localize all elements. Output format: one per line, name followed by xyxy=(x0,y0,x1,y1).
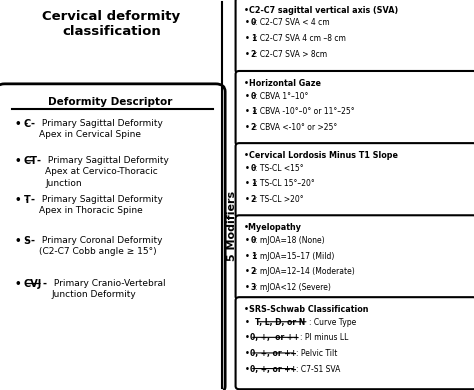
Text: •: • xyxy=(245,236,250,245)
Text: Primary Sagittal Deformity
Apex at Cervico-Thoracic
Junction: Primary Sagittal Deformity Apex at Cervi… xyxy=(45,156,169,188)
Text: •: • xyxy=(245,123,250,132)
Text: 0, +,  or ++: 0, +, or ++ xyxy=(250,333,299,342)
Text: •: • xyxy=(245,195,250,204)
Text: 0: 0 xyxy=(251,164,256,173)
Text: -: - xyxy=(30,119,34,129)
FancyBboxPatch shape xyxy=(236,71,474,145)
Text: •: • xyxy=(245,283,250,292)
Text: •Horizontal Gaze: •Horizontal Gaze xyxy=(244,79,321,88)
Text: : mJOA<12 (Severe): : mJOA<12 (Severe) xyxy=(255,283,331,292)
Text: 0, +, or ++: 0, +, or ++ xyxy=(250,349,297,358)
Text: C: C xyxy=(24,119,31,129)
Text: Cervical deformity
classification: Cervical deformity classification xyxy=(42,10,181,38)
Text: -: - xyxy=(43,279,47,289)
Text: 1: 1 xyxy=(251,107,256,116)
Text: -: - xyxy=(30,236,34,246)
Text: •SRS-Schwab Classification: •SRS-Schwab Classification xyxy=(244,305,369,314)
FancyBboxPatch shape xyxy=(236,143,474,218)
Text: Primary Sagittal Deformity
Apex in Cervical Spine: Primary Sagittal Deformity Apex in Cervi… xyxy=(38,119,163,139)
Text: •: • xyxy=(245,107,250,116)
Text: •C2-C7 sagittal vertical axis (SVA): •C2-C7 sagittal vertical axis (SVA) xyxy=(244,6,398,15)
Text: : C2-C7 SVA > 8cm: : C2-C7 SVA > 8cm xyxy=(255,50,328,58)
Text: CVJ: CVJ xyxy=(24,279,42,289)
Text: : CBVA -10°–0° or 11°–25°: : CBVA -10°–0° or 11°–25° xyxy=(255,107,355,116)
Text: •: • xyxy=(245,92,250,101)
Text: •: • xyxy=(14,279,21,289)
Text: : C7-S1 SVA: : C7-S1 SVA xyxy=(296,365,340,374)
Text: 0: 0 xyxy=(251,18,256,27)
Text: S: S xyxy=(24,236,31,246)
Text: Primary Sagittal Deformity
Apex in Thoracic Spine: Primary Sagittal Deformity Apex in Thora… xyxy=(38,195,163,215)
Text: •: • xyxy=(245,349,250,358)
Text: 1: 1 xyxy=(251,252,256,261)
Text: : C2-C7 SVA 4 cm –8 cm: : C2-C7 SVA 4 cm –8 cm xyxy=(255,34,346,43)
Text: : Pelvic Tilt: : Pelvic Tilt xyxy=(296,349,337,358)
Text: : TS-CL >20°: : TS-CL >20° xyxy=(255,195,304,204)
FancyBboxPatch shape xyxy=(236,0,474,73)
Text: 0: 0 xyxy=(251,92,256,101)
Text: Primary Coronal Deformity
(C2-C7 Cobb angle ≥ 15°): Primary Coronal Deformity (C2-C7 Cobb an… xyxy=(38,236,162,256)
Text: : Curve Type: : Curve Type xyxy=(309,318,356,327)
FancyBboxPatch shape xyxy=(0,84,225,390)
Text: •: • xyxy=(14,236,21,246)
Text: •: • xyxy=(245,164,250,173)
Text: : C2-C7 SVA < 4 cm: : C2-C7 SVA < 4 cm xyxy=(255,18,330,27)
Text: •: • xyxy=(245,50,250,58)
Text: : mJOA=15–17 (Mild): : mJOA=15–17 (Mild) xyxy=(255,252,335,261)
Text: 2: 2 xyxy=(251,267,256,276)
Text: 1: 1 xyxy=(251,34,256,43)
Text: : TS-CL <15°: : TS-CL <15° xyxy=(255,164,304,173)
Text: Deformity Descriptor: Deformity Descriptor xyxy=(48,97,172,107)
FancyBboxPatch shape xyxy=(236,215,474,300)
Text: •: • xyxy=(245,179,250,188)
Text: : mJOA=18 (None): : mJOA=18 (None) xyxy=(255,236,325,245)
Text: T, L, D, or N: T, L, D, or N xyxy=(255,318,305,327)
Text: 2: 2 xyxy=(251,123,256,132)
Text: •: • xyxy=(14,195,21,205)
Text: -: - xyxy=(36,156,40,166)
Text: : CBVA 1°–10°: : CBVA 1°–10° xyxy=(255,92,309,101)
Text: 2: 2 xyxy=(251,50,256,58)
Text: T: T xyxy=(24,195,30,205)
Text: 2: 2 xyxy=(251,195,256,204)
Text: : mJOA=12–14 (Moderate): : mJOA=12–14 (Moderate) xyxy=(255,267,355,276)
Text: 1: 1 xyxy=(251,179,256,188)
Text: •: • xyxy=(245,267,250,276)
Text: 3: 3 xyxy=(251,283,256,292)
Text: •: • xyxy=(245,252,250,261)
Text: •: • xyxy=(14,119,21,129)
Text: •: • xyxy=(245,34,250,43)
Text: •: • xyxy=(245,318,253,327)
Text: •: • xyxy=(245,365,250,374)
Text: : PI minus LL: : PI minus LL xyxy=(300,333,348,342)
Text: Primary Cranio-Vertebral
Junction Deformity: Primary Cranio-Vertebral Junction Deform… xyxy=(51,279,166,299)
Text: 5 Modifiers: 5 Modifiers xyxy=(227,191,237,261)
Text: •Cervical Lordosis Minus T1 Slope: •Cervical Lordosis Minus T1 Slope xyxy=(244,151,398,160)
Text: •: • xyxy=(245,18,250,27)
Text: •Myelopathy: •Myelopathy xyxy=(244,223,302,232)
Text: 0, +, or ++: 0, +, or ++ xyxy=(250,365,297,374)
Text: 0: 0 xyxy=(251,236,256,245)
FancyBboxPatch shape xyxy=(236,297,474,389)
Text: : TS-CL 15°–20°: : TS-CL 15°–20° xyxy=(255,179,315,188)
Text: •: • xyxy=(14,156,21,166)
Text: -: - xyxy=(30,195,34,205)
Text: CT: CT xyxy=(24,156,38,166)
Text: •: • xyxy=(245,333,250,342)
Text: : CBVA <-10° or >25°: : CBVA <-10° or >25° xyxy=(255,123,338,132)
